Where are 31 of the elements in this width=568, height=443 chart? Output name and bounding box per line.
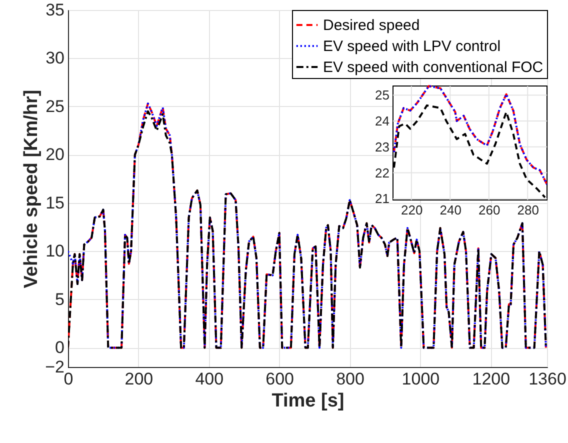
- x-tick-label: 260: [478, 202, 500, 218]
- x-tick-label: 600: [266, 370, 294, 388]
- x-tick-label: 220: [401, 202, 423, 218]
- y-tick-label: 30: [46, 48, 64, 68]
- y-tick-label: 21: [375, 191, 390, 206]
- x-axis-title: Time [s]: [272, 390, 344, 412]
- line-series: [392, 85, 547, 186]
- y-tick-label: 25: [46, 96, 64, 116]
- y-tick-label: 22: [375, 165, 390, 180]
- y-tick-label: 20: [46, 145, 64, 164]
- x-tick-label: 1200: [472, 370, 510, 388]
- legend-label: EV speed with LPV control: [323, 38, 501, 55]
- y-tick-label: 25: [375, 88, 390, 103]
- x-tick-label: 400: [195, 370, 224, 388]
- y-tick-label: 10: [46, 242, 64, 261]
- y-tick-label: 0: [55, 338, 64, 358]
- x-tick-label: 1360: [528, 370, 566, 388]
- y-tick-label: 35: [46, 0, 64, 20]
- x-tick-label: 1000: [402, 370, 440, 388]
- y-tick-label: 24: [375, 113, 390, 128]
- legend-label: Desired speed: [323, 17, 420, 34]
- y-tick-label: 5: [55, 290, 64, 309]
- x-tick-label: 800: [336, 370, 364, 388]
- y-axis-title: Vehicle speed [Km/hr]: [21, 90, 42, 288]
- y-tick-label: 15: [46, 193, 64, 212]
- y-tick-label: 23: [375, 139, 390, 154]
- x-tick-label: 200: [124, 370, 154, 388]
- y-tick-label: −2: [45, 358, 64, 376]
- legend-label: EV speed with conventional FOC: [323, 59, 544, 76]
- x-tick-label: 280: [517, 202, 539, 218]
- x-tick-label: 240: [440, 202, 462, 218]
